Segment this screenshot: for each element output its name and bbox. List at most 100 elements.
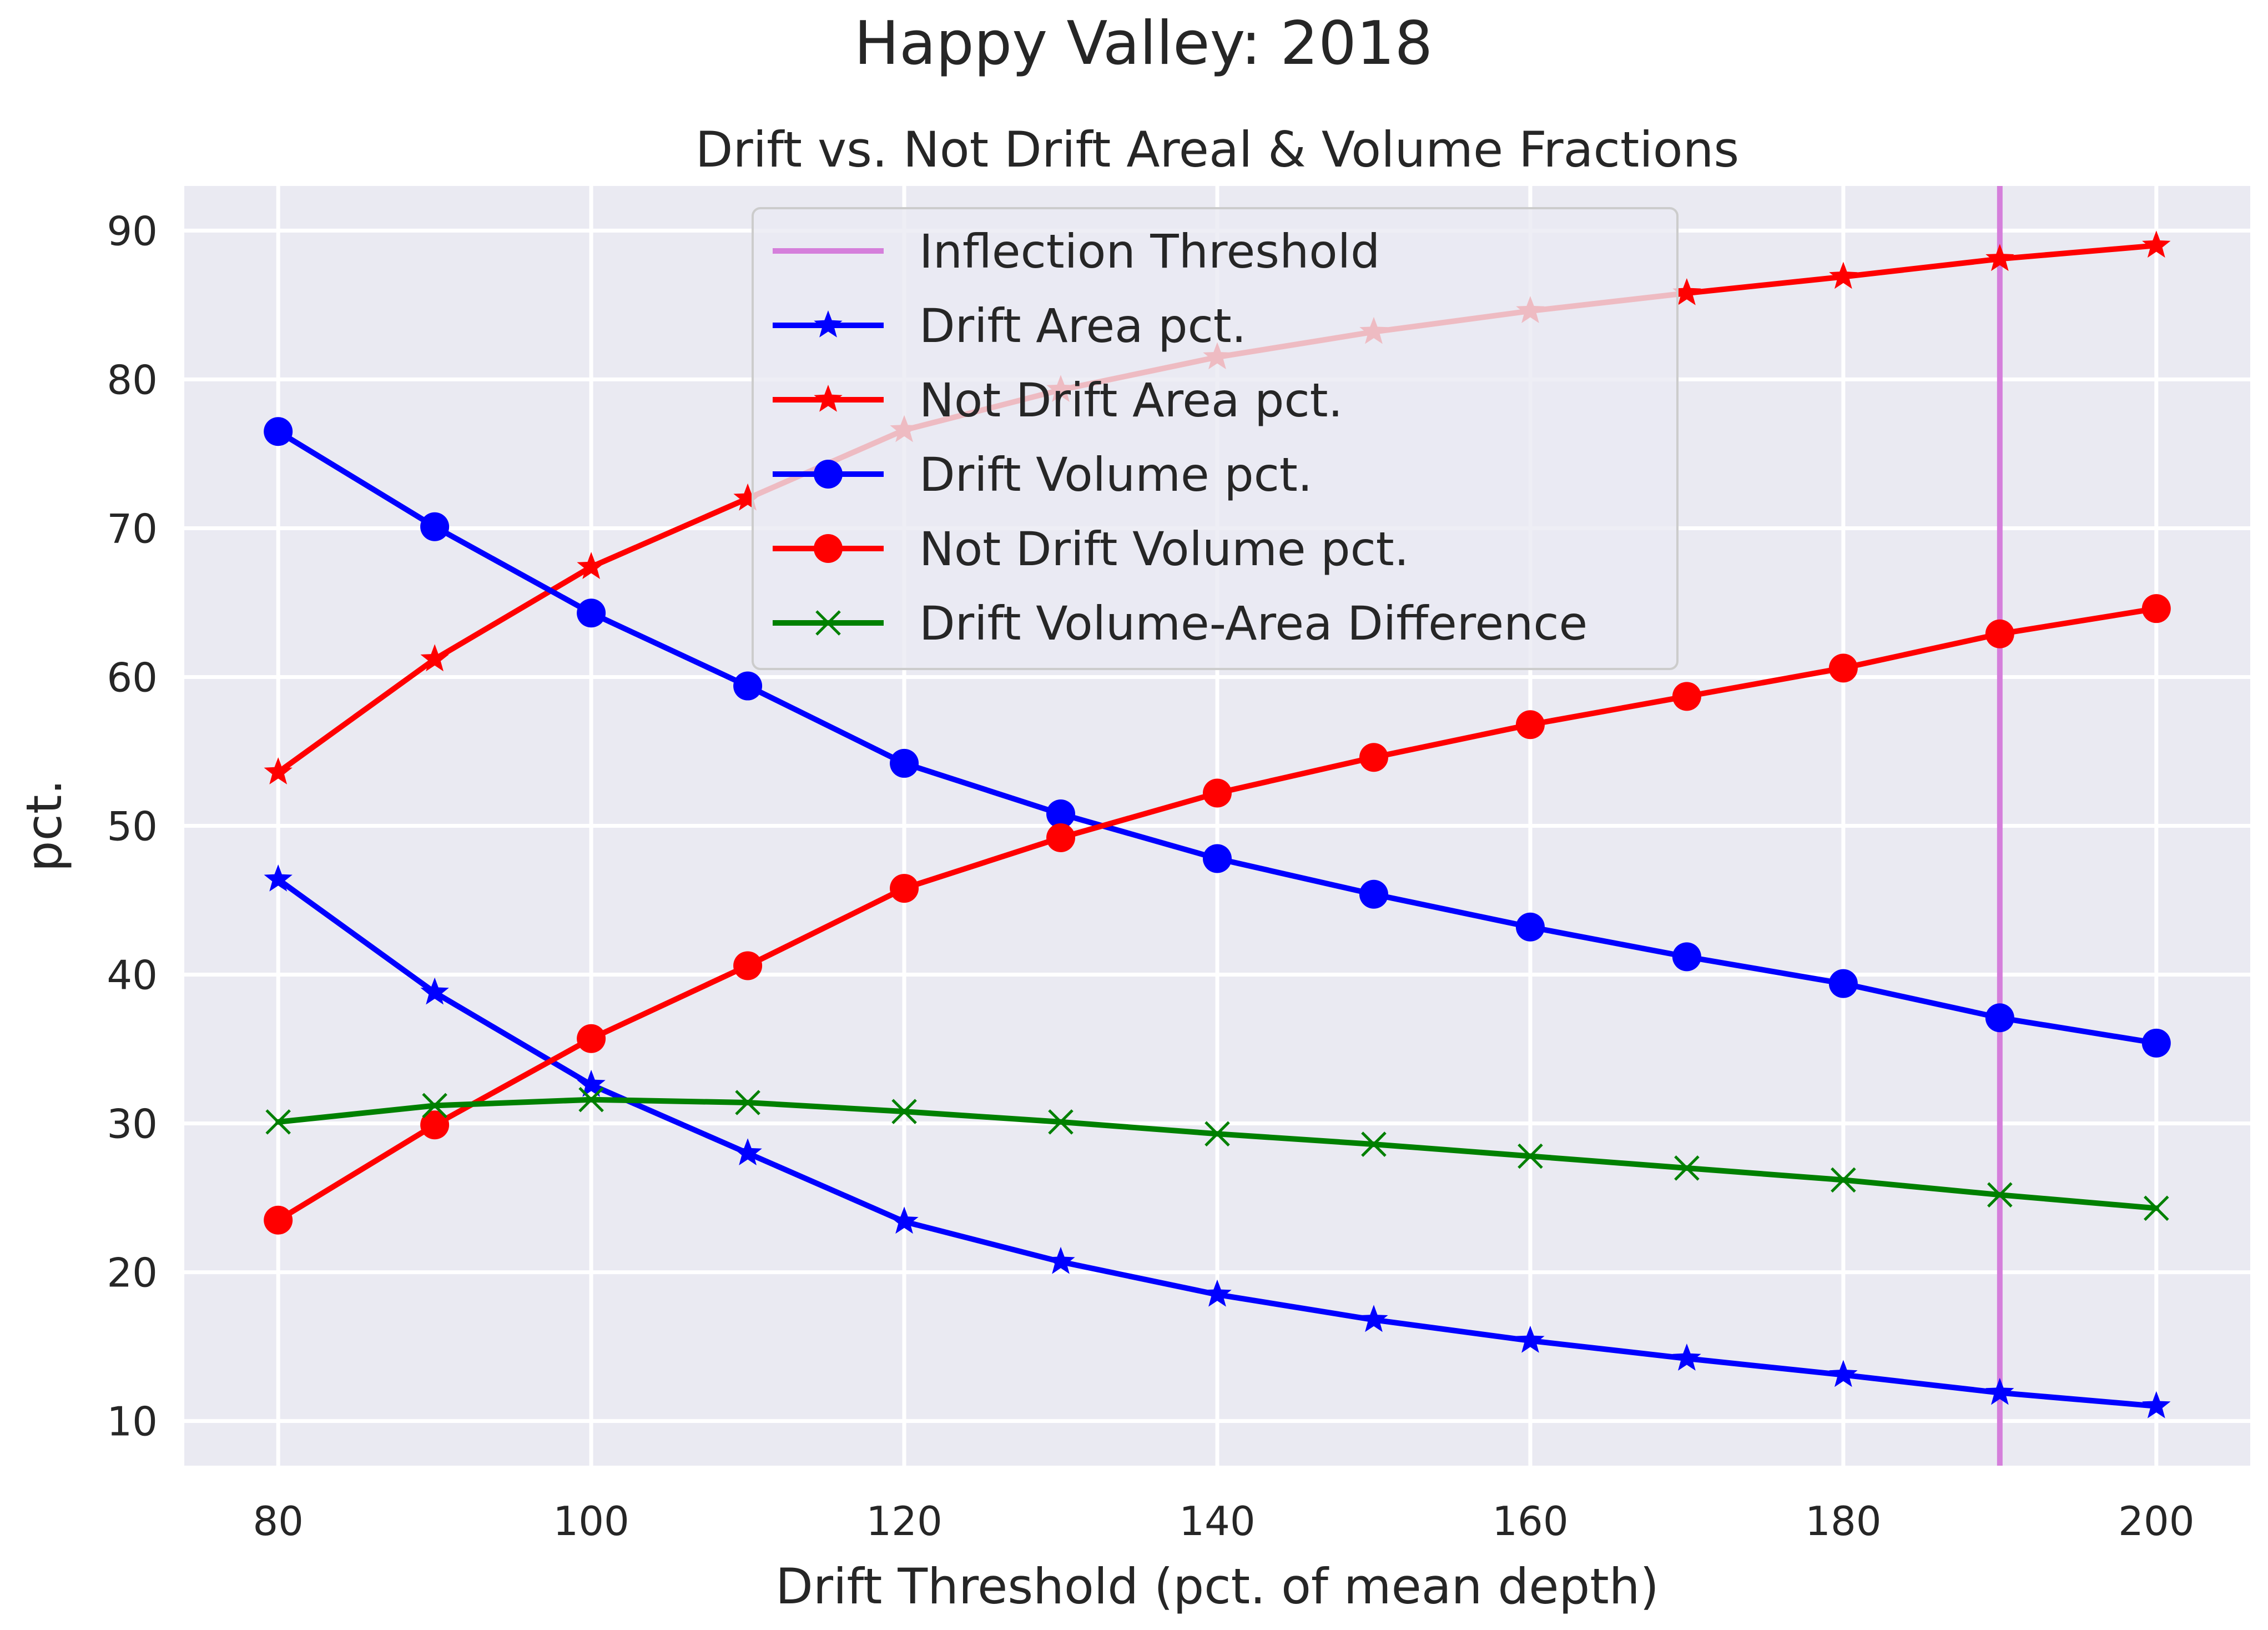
legend-item: Not Drift Volume pct.: [773, 522, 1409, 576]
data-point: [733, 483, 762, 511]
data-point: [2141, 594, 2171, 623]
data-point: [420, 512, 450, 541]
series-4: [264, 594, 2171, 1235]
y-tick-label: 30: [107, 1101, 158, 1148]
series-3: [264, 417, 2171, 1058]
data-point: [890, 1206, 919, 1234]
data-point: [1985, 1377, 2014, 1405]
data-point: [264, 864, 293, 892]
y-tick-label: 80: [107, 356, 158, 403]
data-point: [264, 757, 293, 784]
legend-box: [752, 207, 1679, 670]
legend-label: Drift Volume-Area Difference: [919, 596, 1587, 651]
data-point: [735, 1090, 760, 1115]
data-point: [890, 748, 919, 778]
data-point: [1359, 879, 1388, 909]
data-point: [1518, 1143, 1543, 1169]
legend-item: Drift Area pct.: [773, 299, 1246, 353]
data-point: [733, 1138, 762, 1165]
data-point: [1203, 778, 1232, 808]
data-point: [1828, 969, 1858, 998]
data-point: [420, 977, 449, 1005]
data-point: [1046, 823, 1076, 852]
legend-marker: [814, 534, 843, 563]
data-point: [891, 1099, 917, 1124]
data-point: [1361, 1131, 1387, 1157]
data-point: [422, 1093, 447, 1119]
y-tick-label: 90: [107, 208, 158, 254]
data-point: [2141, 1028, 2171, 1058]
y-tick-label: 70: [107, 505, 158, 552]
legend-item: Not Drift Area pct.: [773, 373, 1343, 427]
data-point: [1672, 682, 1701, 711]
data-point: [733, 671, 763, 701]
data-point: [264, 1205, 293, 1235]
data-point: [577, 598, 606, 628]
data-point: [1672, 942, 1701, 972]
legend-marker: [815, 610, 841, 636]
figure-suptitle: Happy Valley: 2018: [854, 9, 1433, 78]
data-point: [1203, 1279, 1232, 1307]
data-point: [1674, 1155, 1700, 1181]
y-tick-label: 10: [107, 1398, 158, 1445]
data-point: [1204, 1121, 1230, 1147]
series-5: [265, 1086, 2169, 1221]
x-axis-label: Drift Threshold (pct. of mean depth): [775, 1558, 1659, 1615]
y-tick-label: 40: [107, 952, 158, 999]
data-point: [420, 1110, 450, 1140]
legend-label: Drift Area pct.: [919, 299, 1246, 353]
legend-label: Not Drift Area pct.: [919, 373, 1343, 427]
data-point: [1829, 261, 1858, 289]
series-1: [264, 864, 2171, 1418]
chart-title: Drift vs. Not Drift Areal & Volume Fract…: [695, 121, 1740, 178]
data-point: [1359, 743, 1388, 772]
data-point: [1515, 912, 1545, 942]
legend-item: Drift Volume-Area Difference: [773, 596, 1587, 651]
y-tick-label: 60: [107, 654, 158, 701]
x-tick-label: 160: [1492, 1498, 1568, 1545]
data-point: [1515, 710, 1545, 739]
data-point: [577, 1024, 606, 1053]
legend-label: Not Drift Volume pct.: [919, 522, 1409, 576]
data-point: [1985, 619, 2014, 648]
series-layer: [264, 186, 2171, 1466]
legend-marker: [814, 460, 843, 489]
data-point: [420, 644, 449, 672]
data-point: [1831, 1167, 1856, 1193]
y-tick-label: 50: [107, 803, 158, 850]
legend-item: Drift Volume pct.: [773, 447, 1313, 502]
data-point: [2144, 1195, 2169, 1221]
data-point: [1046, 799, 1076, 829]
data-point: [1829, 1360, 1858, 1387]
legend-marker: [814, 385, 843, 412]
y-tick-labels: 10 20 30 40 50 60 70 80 90: [107, 208, 158, 1445]
data-point: [1516, 1325, 1545, 1353]
data-point: [264, 417, 293, 446]
legend-label: Inflection Threshold: [919, 224, 1380, 279]
data-point: [265, 1109, 291, 1135]
legend-marker: [814, 310, 843, 338]
data-point: [1828, 653, 1858, 683]
x-tick-label: 180: [1805, 1498, 1881, 1545]
data-point: [1046, 1246, 1075, 1274]
data-point: [1985, 1003, 2014, 1033]
data-point: [1985, 244, 2014, 271]
data-point: [577, 1069, 606, 1097]
x-tick-label: 120: [866, 1498, 942, 1545]
data-point: [890, 874, 919, 903]
data-point: [1987, 1182, 2013, 1208]
legend-item: Inflection Threshold: [773, 224, 1380, 279]
data-point: [1203, 844, 1232, 873]
data-point: [1672, 1344, 1701, 1371]
x-tick-label: 80: [253, 1498, 304, 1545]
data-point: [1048, 1109, 1073, 1135]
data-point: [2142, 230, 2171, 258]
data-point: [578, 1086, 604, 1113]
x-tick-label: 140: [1179, 1498, 1255, 1545]
data-point: [1672, 278, 1701, 305]
y-tick-label: 20: [107, 1250, 158, 1296]
data-point: [2142, 1391, 2171, 1418]
data-point: [733, 951, 763, 980]
data-point: [1359, 1305, 1388, 1332]
